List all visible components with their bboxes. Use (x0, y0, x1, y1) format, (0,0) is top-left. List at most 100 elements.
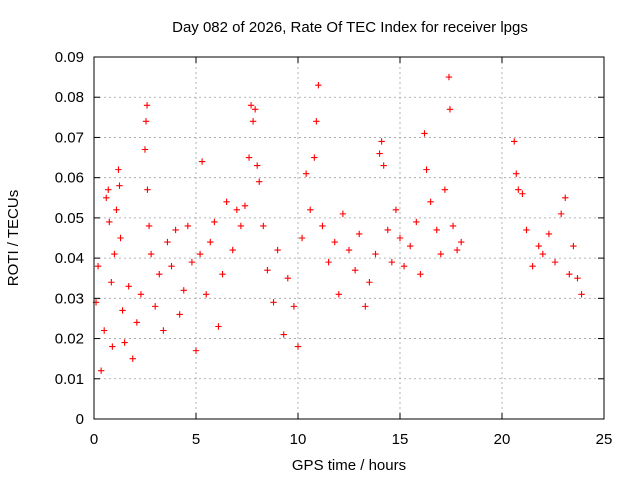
data-point-marker (105, 186, 112, 193)
data-point-marker (121, 339, 128, 346)
data-point-marker (143, 102, 151, 109)
x-tick-label: 15 (392, 431, 409, 448)
data-point-marker (325, 258, 332, 266)
data-point-marker (196, 250, 204, 258)
data-point-marker (245, 154, 253, 161)
data-point-marker (223, 198, 230, 205)
data-point-marker (241, 202, 249, 210)
data-point-marker (562, 194, 569, 201)
data-point-marker (142, 118, 150, 125)
data-point-marker (101, 327, 108, 334)
x-tick-label: 0 (90, 431, 98, 448)
data-point-marker (421, 130, 428, 137)
data-point-marker (103, 194, 110, 201)
chart-title: Day 082 of 2026, Rate Of TEC Index for r… (172, 19, 528, 36)
data-point-marker (519, 190, 526, 197)
data-point-marker (570, 242, 577, 250)
data-point-marker (129, 355, 136, 362)
data-point-marker (529, 262, 536, 270)
data-point-marker (313, 118, 320, 125)
data-point-marker (396, 234, 404, 242)
data-point-marker (384, 226, 391, 234)
data-point-marker (445, 73, 453, 81)
data-point-marker (97, 367, 105, 374)
data-point-marker (566, 271, 573, 278)
x-tick-label: 5 (192, 431, 200, 448)
data-point-marker (147, 250, 155, 258)
data-point-marker (557, 210, 565, 218)
data-point-marker (251, 106, 259, 113)
y-tick-label: 0.07 (55, 129, 84, 146)
data-point-marker (366, 279, 373, 286)
data-point-marker (141, 146, 149, 153)
y-tick-label: 0.01 (55, 371, 84, 388)
data-point-marker (94, 262, 102, 270)
data-point-marker (106, 218, 113, 226)
data-point-marker (109, 343, 116, 350)
data-point-marker (372, 250, 379, 258)
data-point-marker (188, 258, 196, 266)
data-point-marker (427, 198, 434, 205)
data-point-marker (331, 238, 338, 246)
data-point-marker (156, 271, 163, 278)
data-point-marker (117, 234, 124, 242)
data-point-marker (539, 250, 546, 258)
data-point-marker (513, 170, 520, 177)
data-point-marker (152, 303, 159, 310)
tick-layer: 0 5 10 15 20 25 0 0.01 0.02 0.03 0.04 0.05 0.06 0.07 0… (55, 49, 613, 448)
x-tick-label: 10 (290, 431, 307, 448)
y-tick-label: 0.03 (55, 290, 84, 307)
data-point-marker (207, 238, 214, 246)
data-point-marker (260, 222, 267, 230)
data-point-marker (184, 222, 192, 230)
data-point-marker (302, 170, 310, 177)
plot-frame (93, 56, 605, 420)
data-point-marker (345, 246, 353, 254)
data-point-marker (180, 287, 187, 294)
data-point-marker (378, 138, 385, 145)
data-point-marker (376, 150, 383, 157)
y-tick-label: 0 (76, 411, 84, 428)
data-point-marker (176, 311, 183, 318)
data-point-marker (423, 166, 430, 173)
data-point-marker (413, 218, 420, 226)
data-point-marker (249, 118, 257, 125)
data-point-marker (211, 218, 218, 226)
data-point-marker (545, 230, 553, 238)
data-point-marker (380, 162, 387, 169)
data-point-marker (515, 186, 522, 193)
data-point-marker (339, 210, 347, 218)
data-point-marker (256, 178, 263, 185)
data-point-marker (523, 226, 530, 234)
x-axis-label: GPS time / hours (292, 457, 406, 474)
data-point-marker (203, 291, 210, 298)
data-point-marker (449, 222, 457, 230)
data-point-marker (437, 250, 444, 258)
y-tick-label: 0.05 (55, 210, 84, 227)
data-point-marker (164, 238, 171, 246)
data-point-marker (115, 166, 122, 173)
data-point-marker (294, 343, 302, 350)
data-point-marker (511, 138, 518, 145)
data-point-marker (290, 303, 298, 310)
y-tick-label: 0.02 (55, 331, 84, 348)
data-point-marker (574, 275, 581, 282)
data-point-marker (392, 206, 400, 214)
data-point-marker (172, 226, 179, 234)
data-point-marker (237, 222, 245, 230)
y-tick-label: 0.04 (55, 250, 84, 267)
data-point-marker (441, 186, 449, 193)
y-tick-label: 0.06 (55, 170, 84, 187)
data-point-marker (247, 102, 255, 109)
data-point-marker (274, 246, 281, 254)
data-point-marker (351, 266, 359, 274)
data-point-marker (335, 291, 342, 298)
data-point-marker (362, 303, 369, 310)
data-point-marker (280, 331, 287, 338)
data-point-marker (229, 246, 236, 254)
data-point-marker (307, 206, 314, 214)
data-point-marker (116, 182, 123, 189)
data-point-marker (215, 323, 222, 330)
data-point-marker (284, 275, 291, 282)
